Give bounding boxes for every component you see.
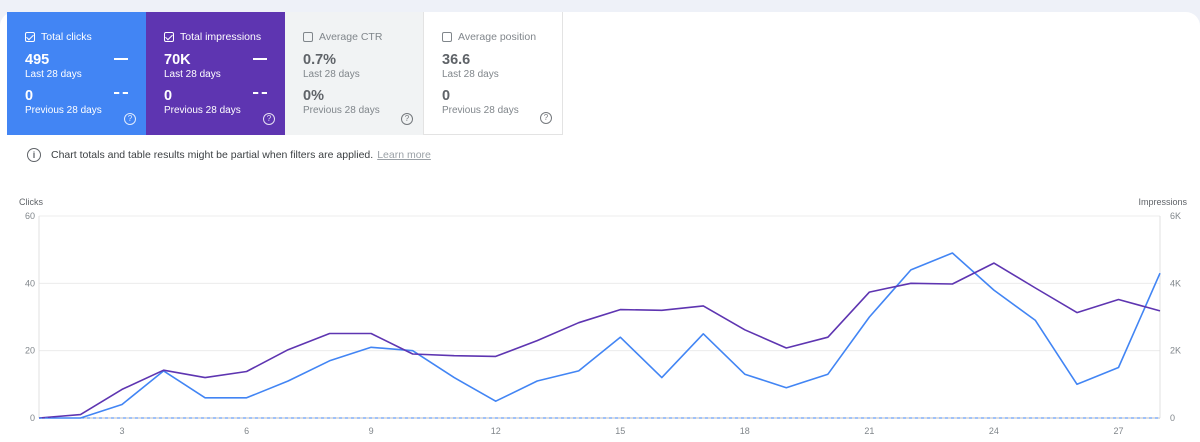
x-tick-label: 12 bbox=[491, 426, 501, 436]
help-icon[interactable]: ? bbox=[540, 112, 552, 124]
x-tick-label: 6 bbox=[244, 426, 249, 436]
checkbox-checked-icon[interactable] bbox=[164, 32, 174, 42]
card-header: Total clicks bbox=[25, 30, 146, 44]
card-average-ctr[interactable]: Average CTR 0.7% Last 28 days 0% Previou… bbox=[285, 12, 424, 135]
metric-prev-period: Previous 28 days bbox=[442, 105, 519, 116]
metric-prev-value: 0 bbox=[442, 88, 451, 104]
notice-text: Chart totals and table results might be … bbox=[51, 149, 374, 161]
y-tick-right-label: 4K bbox=[1170, 278, 1181, 288]
card-label: Average CTR bbox=[319, 31, 383, 43]
chart-series bbox=[38, 252, 1161, 419]
y-tick-right-label: 0 bbox=[1170, 413, 1175, 423]
y-tick-right-label: 6K bbox=[1170, 211, 1181, 221]
x-tick-label: 9 bbox=[369, 426, 374, 436]
card-label: Total clicks bbox=[41, 31, 92, 43]
y-tick-left-label: 40 bbox=[25, 278, 35, 288]
card-label: Average position bbox=[458, 31, 537, 43]
performance-chart: Clicks Impressions 0 0 20 2K 40 4K 60 6K 3 6 9 12 15 18… bbox=[19, 197, 1188, 436]
card-total-clicks[interactable]: Total clicks 495 Last 28 days 0 Previous… bbox=[7, 12, 146, 135]
metric-period: Last 28 days bbox=[303, 69, 360, 80]
metric-prev-period: Previous 28 days bbox=[164, 105, 241, 116]
clicks-series-line bbox=[39, 252, 1161, 419]
y-tick-left-label: 60 bbox=[25, 211, 35, 221]
dashed-line-legend-icon bbox=[114, 92, 128, 94]
checkbox-unchecked-icon[interactable] bbox=[442, 32, 452, 42]
card-header: Average position bbox=[442, 30, 562, 44]
checkbox-checked-icon[interactable] bbox=[25, 32, 35, 42]
card-header: Total impressions bbox=[164, 30, 285, 44]
impressions-series-line bbox=[38, 262, 1161, 419]
y-tick-left-label: 20 bbox=[25, 346, 35, 356]
metric-value: 495 bbox=[25, 52, 50, 68]
metric-period: Last 28 days bbox=[25, 69, 82, 80]
chart-grid bbox=[38, 215, 1161, 419]
metric-prev-value: 0% bbox=[303, 88, 324, 104]
metric-value: 36.6 bbox=[442, 52, 471, 68]
metric-prev-period: Previous 28 days bbox=[303, 105, 380, 116]
help-icon[interactable]: ? bbox=[263, 113, 275, 125]
card-header: Average CTR bbox=[303, 30, 423, 44]
metric-cards: Total clicks 495 Last 28 days 0 Previous… bbox=[7, 12, 563, 135]
metric-prev-period: Previous 28 days bbox=[25, 105, 102, 116]
x-tick-label: 15 bbox=[615, 426, 625, 436]
card-total-impressions[interactable]: Total impressions 70K Last 28 days 0 Pre… bbox=[146, 12, 285, 135]
metric-period: Last 28 days bbox=[442, 69, 499, 80]
help-icon[interactable]: ? bbox=[124, 113, 136, 125]
x-tick-label: 18 bbox=[740, 426, 750, 436]
info-icon: i bbox=[27, 148, 41, 162]
learn-more-link[interactable]: Learn more bbox=[377, 149, 431, 161]
solid-line-legend-icon bbox=[253, 58, 267, 60]
x-tick-label: 21 bbox=[864, 426, 874, 436]
solid-line-legend-icon bbox=[114, 58, 128, 60]
chart-labels: Clicks Impressions 0 0 20 2K 40 4K 60 6K 3 6 9 12 15 18… bbox=[19, 197, 1188, 436]
metric-value: 0.7% bbox=[303, 52, 337, 68]
x-tick-label: 3 bbox=[120, 426, 125, 436]
help-icon[interactable]: ? bbox=[401, 113, 413, 125]
y-axis-left-title: Clicks bbox=[19, 197, 43, 207]
checkbox-unchecked-icon[interactable] bbox=[303, 32, 313, 42]
metric-prev-value: 0 bbox=[164, 88, 173, 104]
y-tick-left-label: 0 bbox=[30, 413, 35, 423]
y-tick-right-label: 2K bbox=[1170, 346, 1181, 356]
metric-prev-value: 0 bbox=[25, 88, 34, 104]
y-axis-right-title: Impressions bbox=[1138, 197, 1187, 207]
dashed-line-legend-icon bbox=[253, 92, 267, 94]
card-average-position[interactable]: Average position 36.6 Last 28 days 0 Pre… bbox=[424, 12, 563, 135]
x-tick-label: 27 bbox=[1113, 426, 1123, 436]
partial-data-notice: i Chart totals and table results might b… bbox=[27, 148, 431, 162]
metric-value: 70K bbox=[164, 52, 191, 68]
metric-period: Last 28 days bbox=[164, 69, 221, 80]
card-label: Total impressions bbox=[180, 31, 262, 43]
x-tick-label: 24 bbox=[989, 426, 999, 436]
